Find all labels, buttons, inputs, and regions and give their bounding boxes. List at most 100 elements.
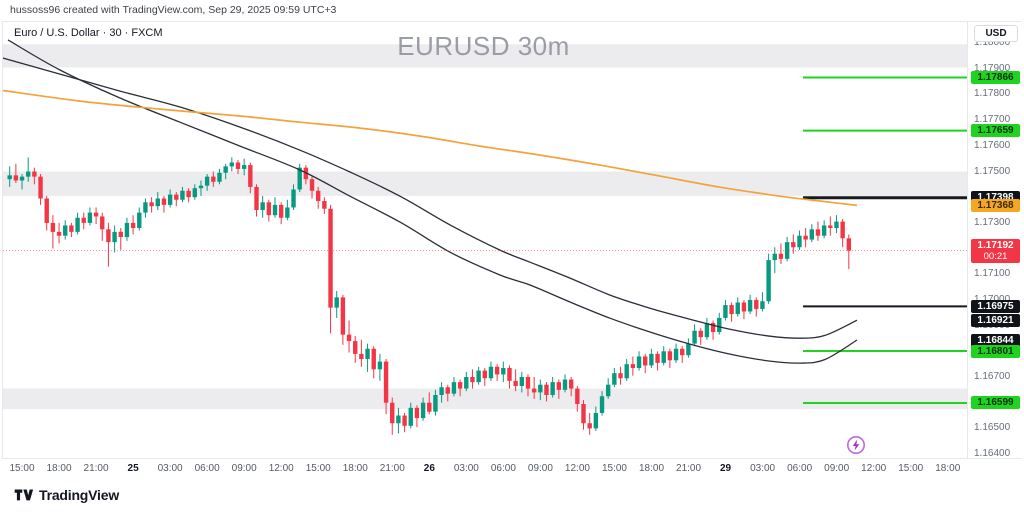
candle[interactable] [612,368,617,388]
candle[interactable] [791,234,796,254]
candle[interactable] [427,392,432,415]
candle[interactable] [81,212,86,230]
candle[interactable] [605,378,611,399]
candle[interactable] [316,186,321,209]
candle[interactable] [809,224,814,243]
candle[interactable] [556,379,562,399]
candle[interactable] [488,361,494,381]
candle[interactable] [834,215,839,234]
candle[interactable] [815,221,821,241]
candle[interactable] [63,220,68,240]
candle[interactable] [568,377,574,397]
candle[interactable] [383,359,389,415]
candle[interactable] [501,361,506,383]
candle[interactable] [408,402,413,429]
candle[interactable] [155,192,160,211]
candle[interactable] [599,391,605,416]
candle[interactable] [513,369,518,392]
candle[interactable] [192,184,197,200]
candle[interactable] [464,371,469,392]
candle[interactable] [593,406,599,431]
candle[interactable] [143,198,148,218]
candle[interactable] [698,328,703,345]
candle[interactable] [433,389,438,416]
candle[interactable] [69,222,74,238]
candle[interactable] [254,184,259,217]
candle[interactable] [754,297,759,317]
candle[interactable] [686,338,691,358]
candle[interactable] [821,220,827,239]
time-scale-axis[interactable]: 15:00 18:00 21:00 25 03:00 06:00 09:00 12:00 15:… [2,458,1022,479]
candle[interactable] [19,174,25,190]
candle[interactable] [692,324,697,347]
candle[interactable] [322,197,327,214]
candle[interactable] [476,366,481,385]
candle[interactable] [7,166,12,187]
candle[interactable] [377,353,383,381]
candle[interactable] [93,207,99,225]
candle[interactable] [550,377,555,398]
candle[interactable] [75,212,80,235]
candle[interactable] [778,243,784,264]
candle[interactable] [328,204,333,334]
candle[interactable] [285,199,290,221]
candle[interactable] [204,174,210,191]
candle[interactable] [618,366,623,385]
candle[interactable] [365,343,370,372]
candle[interactable] [260,195,265,218]
candle[interactable] [217,168,222,185]
candle[interactable] [581,400,586,430]
candle[interactable] [44,195,49,231]
candle[interactable] [587,412,592,435]
candle[interactable] [137,207,142,231]
candle[interactable] [87,207,93,226]
price-scale-axis[interactable]: 1.18000 1.17900 1.17800 1.17700 1.17600 1.175… [967,22,1023,459]
candle[interactable] [575,385,580,412]
candle[interactable] [235,159,241,175]
candle[interactable] [38,174,43,205]
candle[interactable] [353,335,358,363]
candle[interactable] [643,353,648,374]
candle[interactable] [439,382,444,403]
candle[interactable] [649,348,654,369]
candle[interactable] [494,364,500,381]
candle[interactable] [100,212,105,241]
candle[interactable] [334,290,339,318]
candle[interactable] [32,167,37,185]
currency-toggle-button[interactable]: USD [974,25,1018,42]
candle[interactable] [396,407,401,434]
candle[interactable] [291,184,296,211]
candle[interactable] [445,384,450,402]
candle[interactable] [26,157,31,182]
candle[interactable] [741,299,747,320]
candle[interactable] [223,163,228,180]
candle[interactable] [562,374,568,393]
candle[interactable] [198,180,204,196]
candle[interactable] [525,374,531,397]
candle[interactable] [340,294,346,345]
candle[interactable] [704,317,710,340]
candle[interactable] [667,348,673,369]
candle[interactable] [673,343,679,363]
candle[interactable] [186,188,191,203]
candle[interactable] [174,192,179,207]
candle[interactable] [56,222,62,244]
candle[interactable] [211,171,216,187]
candle[interactable] [402,412,407,433]
candle[interactable] [167,189,173,208]
candle[interactable] [118,228,123,250]
candle[interactable] [544,382,549,402]
candle[interactable] [420,397,426,421]
candle[interactable] [457,379,463,397]
candle[interactable] [840,219,845,248]
candle[interactable] [272,197,278,218]
candle[interactable] [747,294,753,315]
candle[interactable] [624,359,629,381]
candle[interactable] [784,237,790,262]
candle[interactable] [723,299,728,321]
candle[interactable] [241,158,247,176]
tradingview-logo[interactable]: TradingView [14,487,119,503]
candle[interactable] [710,320,716,340]
candle[interactable] [531,377,537,399]
candle[interactable] [106,222,111,267]
